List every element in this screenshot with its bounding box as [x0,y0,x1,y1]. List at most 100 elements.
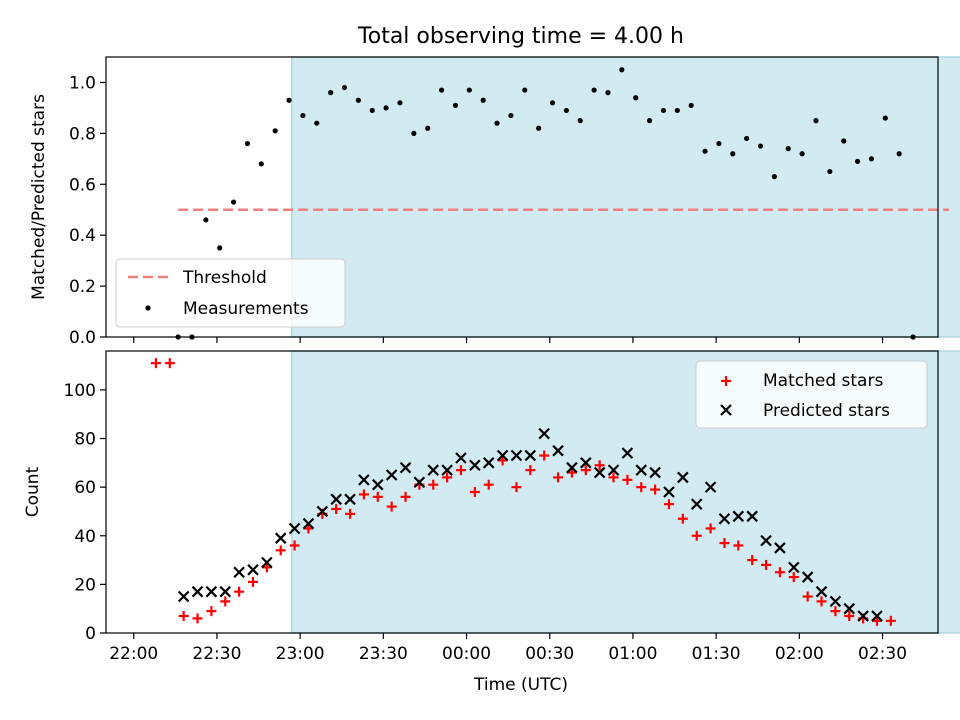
matched-star-point [164,358,175,369]
predicted-star-point [607,464,620,476]
measurement-point [522,87,528,93]
predicted-star-point [718,512,731,525]
predicted-star-point [413,476,426,489]
measurement-point [799,151,805,157]
measurement-point [896,151,902,157]
predicted-star-point [801,571,814,583]
matched-star-point [830,606,841,617]
matched-star-point [275,545,286,556]
matched-star-point [761,559,772,570]
predicted-star-point [732,510,745,523]
predicted-star-point [677,471,689,484]
measurement-point [244,140,251,147]
predicted-star-point [524,449,537,462]
measurement-point [633,95,639,101]
legend-measurement-label: Measurements [183,299,309,319]
measurement-point [452,102,459,108]
predicted-star-point [704,481,717,493]
count-panel: 0 20 40 60 80 100 22:00 22:30 23:00 23:30 00:00 00:… [23,350,960,695]
measurement-point [882,115,888,121]
matched-star-point [525,465,536,476]
matched-star-point [580,465,591,476]
matched-star-point [206,606,217,617]
measurement-point [660,107,667,114]
predicted-star-point [788,561,800,574]
matched-star-point [733,540,744,551]
measurement-point [217,245,223,251]
measurement-point [369,107,375,114]
measurement-point [411,130,417,136]
measurement-point [827,168,833,175]
top-y-axis-label: Matched/Predicted stars [29,94,49,300]
legend-matched-label: Matched stars [763,371,883,391]
matched-star-point [192,613,203,624]
predicted-star-point [538,427,550,440]
measurement-point [813,118,819,124]
predicted-star-point [815,585,828,598]
measurement-point [494,120,500,126]
matched-star-point [331,504,342,515]
matched-star-point [455,465,466,476]
measurement-point [508,112,514,119]
measurement-point [757,143,764,149]
matched-star-point [442,472,453,483]
matched-star-point [358,489,369,500]
predicted-star-point [496,449,509,462]
x-tick-label: 22:30 [192,644,241,664]
top-y-tick-label: 0.8 [69,124,96,144]
predicted-star-point [385,469,398,481]
chart-title: Total observing time = 4.00 h [357,24,684,49]
x-tick-label: 23:30 [359,644,408,664]
predicted-star-point [829,595,842,608]
predicted-star-point [510,449,523,462]
predicted-star-point [247,564,259,576]
matched-star-point [178,610,189,621]
measurement-point [397,100,403,106]
bottom-y-tick-label: 40 [74,527,96,547]
predicted-star-point [871,610,883,622]
matched-star-point [483,479,494,490]
matched-star-point [747,555,758,566]
measurement-point [549,100,556,106]
measurement-point [328,90,334,96]
matched-star-point [234,586,245,597]
predicted-star-point [649,466,661,479]
predicted-star-point [372,478,384,491]
measurement-point [785,146,791,152]
predicted-star-point [621,447,634,459]
predicted-star-point [469,459,481,472]
measurement-point [536,125,542,131]
measurement-point [300,112,306,119]
matched-star-point [345,508,356,519]
top-plot-frame [105,56,939,338]
top-y-tick-label: 0.6 [69,175,96,195]
measurement-point [272,128,278,134]
matched-star-point [636,482,647,493]
measurement-point [619,67,625,73]
predicted-star-point [635,464,648,476]
measurement-point [868,156,875,162]
predicted-star-point [330,493,342,506]
predicted-star-point [233,566,245,579]
predicted-star-point [857,610,869,622]
matched-star-point [553,472,564,483]
x-tick-label: 00:00 [442,644,491,664]
legend-threshold-label: Threshold [182,268,267,288]
measurement-point [716,140,722,147]
matched-star-point [650,484,661,495]
matched-star-point [469,487,480,497]
predicted-star-point [552,444,564,457]
predicted-star-point [593,466,606,479]
matched-star-point [608,472,619,483]
top-legend: Threshold Measurements [115,258,346,328]
predicted-star-point [399,461,412,474]
measurement-point [591,87,597,93]
matched-star-point [289,540,300,551]
measurement-point [605,90,611,96]
bottom-y-tick-label: 20 [74,575,96,595]
x-tick-label: 02:00 [775,644,824,664]
matched-star-point [719,538,730,549]
legend-predicted-swatch [720,404,732,416]
top-y-tick-label: 0.4 [69,226,96,246]
measurement-point [286,97,292,103]
